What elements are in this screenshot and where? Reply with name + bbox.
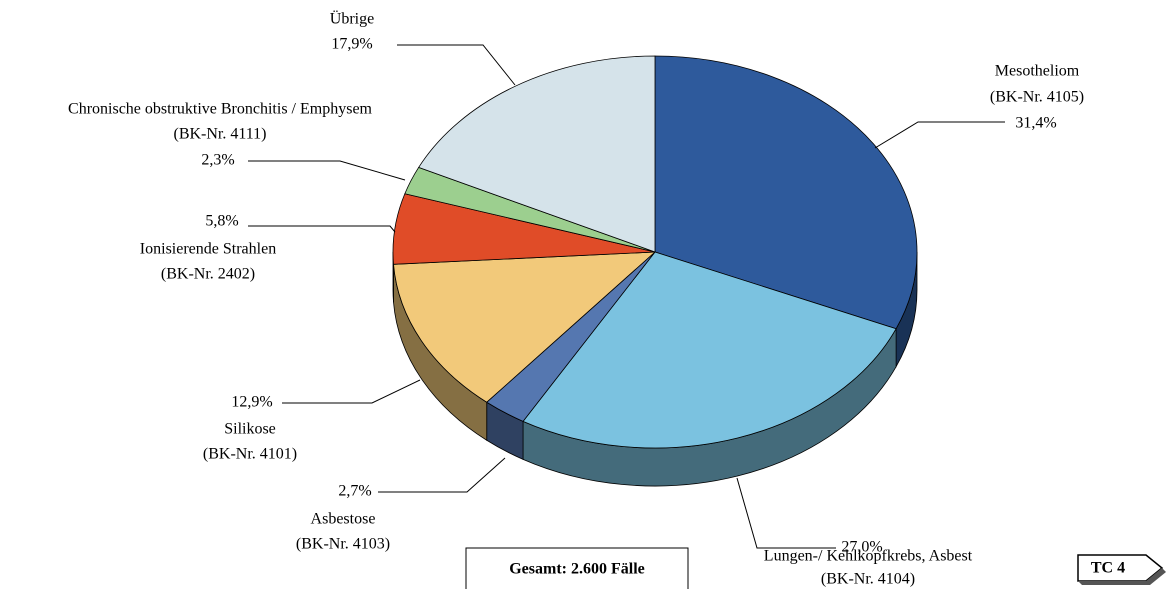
slice <box>393 251 657 403</box>
value-label: 12,9% <box>231 394 272 411</box>
category-label: Lungen-/ Kehlkopfkrebs, Asbest <box>764 548 973 565</box>
leader-line <box>248 225 396 233</box>
value-label: 5,8% <box>205 213 238 230</box>
leader-line <box>248 160 406 181</box>
category-code: (BK-Nr. 4104) <box>821 571 915 588</box>
slice <box>522 251 897 449</box>
value-label: 17,9% <box>331 36 372 53</box>
category-label: Ionisierende Strahlen <box>140 241 276 258</box>
leader-line <box>378 457 506 493</box>
annotation: Gesamt: 2.600 Fälle <box>509 561 645 578</box>
total-box <box>465 547 689 589</box>
value-label: 2,3% <box>201 152 234 169</box>
category-label: Mesotheliom <box>995 63 1080 80</box>
leader-line <box>397 44 516 86</box>
category-label: Silikose <box>224 421 276 438</box>
leader-line <box>874 121 1005 149</box>
category-label: Übrige <box>330 10 374 28</box>
value-label: 27,0% <box>841 539 882 556</box>
category-label: Asbestose <box>311 511 376 528</box>
category-code: (BK-Nr. 2402) <box>161 266 255 283</box>
badge: TC 4 <box>1091 560 1125 577</box>
category-label: Chronische obstruktive Bronchitis / Emph… <box>68 101 373 118</box>
value-label: 2,7% <box>338 483 371 500</box>
leader-line <box>282 379 421 404</box>
category-code: (BK-Nr. 4105) <box>990 89 1084 106</box>
slice <box>418 55 656 253</box>
category-code: (BK-Nr. 4101) <box>203 446 297 463</box>
labels: 31,4% Mesotheliom (BK-Nr. 4105) 27,0%Lungen… <box>68 10 1084 588</box>
slice <box>654 55 918 330</box>
category-code: (BK-Nr. 4111) <box>173 126 266 143</box>
category-code: (BK-Nr. 4103) <box>296 536 390 553</box>
value-label: 31,4% <box>1015 115 1056 132</box>
leader-line <box>736 477 836 549</box>
badge-shadow <box>1078 568 1166 585</box>
pie <box>392 55 918 487</box>
